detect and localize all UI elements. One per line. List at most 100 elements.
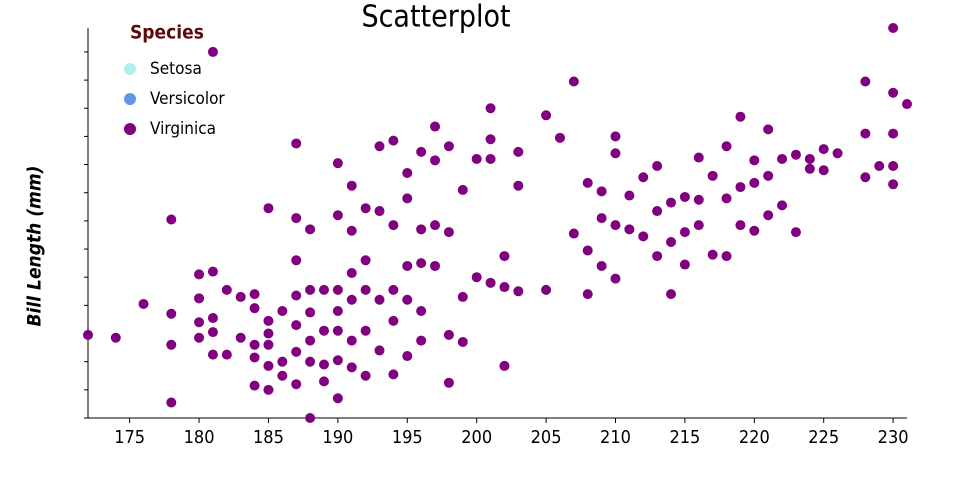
point bbox=[471, 272, 482, 283]
point bbox=[666, 237, 677, 248]
point bbox=[194, 317, 205, 328]
point bbox=[207, 46, 218, 57]
point bbox=[874, 160, 885, 171]
point bbox=[332, 325, 343, 336]
x-tick-label: 215 bbox=[669, 427, 700, 448]
x-tick-label: 220 bbox=[739, 427, 770, 448]
point bbox=[416, 258, 427, 269]
point bbox=[652, 251, 663, 262]
point bbox=[346, 362, 357, 373]
point bbox=[291, 320, 302, 331]
point bbox=[138, 298, 149, 309]
point bbox=[332, 284, 343, 295]
point bbox=[166, 214, 177, 225]
point bbox=[291, 290, 302, 301]
point bbox=[707, 249, 718, 260]
point bbox=[735, 111, 746, 122]
point bbox=[235, 332, 246, 343]
x-tick-label: 190 bbox=[322, 427, 353, 448]
point bbox=[652, 206, 663, 217]
point bbox=[596, 260, 607, 271]
x-tick-label: 180 bbox=[184, 427, 215, 448]
point bbox=[249, 289, 260, 300]
legend-label: Versicolor bbox=[150, 89, 225, 109]
point bbox=[679, 227, 690, 238]
point bbox=[416, 146, 427, 157]
point bbox=[388, 220, 399, 231]
point bbox=[332, 305, 343, 316]
point bbox=[166, 397, 177, 408]
point bbox=[318, 359, 329, 370]
point bbox=[235, 291, 246, 302]
point bbox=[83, 329, 93, 340]
point bbox=[457, 336, 468, 347]
point bbox=[374, 345, 385, 356]
point bbox=[346, 267, 357, 278]
point bbox=[457, 291, 468, 302]
point bbox=[166, 308, 177, 319]
x-tick-label: 200 bbox=[461, 427, 492, 448]
point bbox=[388, 315, 399, 326]
point bbox=[277, 370, 288, 381]
point bbox=[443, 377, 454, 388]
point bbox=[402, 260, 413, 271]
point bbox=[485, 153, 496, 164]
point bbox=[818, 144, 829, 155]
point bbox=[194, 269, 205, 280]
point bbox=[346, 335, 357, 346]
x-tick-label: 195 bbox=[392, 427, 423, 448]
legend-title: Species bbox=[130, 22, 204, 44]
point bbox=[416, 335, 427, 346]
point bbox=[804, 163, 815, 174]
point bbox=[471, 153, 482, 164]
point bbox=[430, 121, 441, 132]
legend-label: Setosa bbox=[150, 59, 202, 79]
point bbox=[346, 294, 357, 305]
point bbox=[332, 158, 343, 169]
x-tick-label: 225 bbox=[808, 427, 839, 448]
point bbox=[443, 227, 454, 238]
point bbox=[249, 303, 260, 314]
point bbox=[360, 255, 371, 266]
point bbox=[777, 200, 788, 211]
point bbox=[749, 155, 760, 166]
point bbox=[513, 286, 524, 297]
point bbox=[735, 182, 746, 193]
point bbox=[693, 220, 704, 231]
point bbox=[305, 224, 316, 235]
point bbox=[666, 289, 677, 300]
point bbox=[860, 76, 871, 87]
point bbox=[346, 180, 357, 191]
point bbox=[860, 172, 871, 183]
legend-marker bbox=[124, 123, 136, 135]
point bbox=[679, 259, 690, 270]
point bbox=[902, 99, 912, 110]
point bbox=[263, 384, 274, 395]
point bbox=[263, 203, 274, 214]
point bbox=[818, 165, 829, 176]
point bbox=[221, 349, 232, 360]
point bbox=[596, 186, 607, 197]
point bbox=[790, 149, 801, 160]
point bbox=[221, 284, 232, 295]
point bbox=[610, 273, 621, 284]
point bbox=[277, 356, 288, 367]
point bbox=[291, 346, 302, 357]
point bbox=[568, 228, 579, 239]
point bbox=[374, 294, 385, 305]
point bbox=[263, 315, 274, 326]
point bbox=[360, 284, 371, 295]
point bbox=[374, 141, 385, 152]
point bbox=[652, 160, 663, 171]
point bbox=[305, 284, 316, 295]
point bbox=[332, 210, 343, 221]
point bbox=[291, 138, 302, 149]
point bbox=[763, 170, 774, 181]
point bbox=[194, 293, 205, 304]
point bbox=[888, 179, 899, 190]
point bbox=[638, 172, 649, 183]
point bbox=[721, 193, 732, 204]
point bbox=[360, 370, 371, 381]
point bbox=[721, 141, 732, 152]
